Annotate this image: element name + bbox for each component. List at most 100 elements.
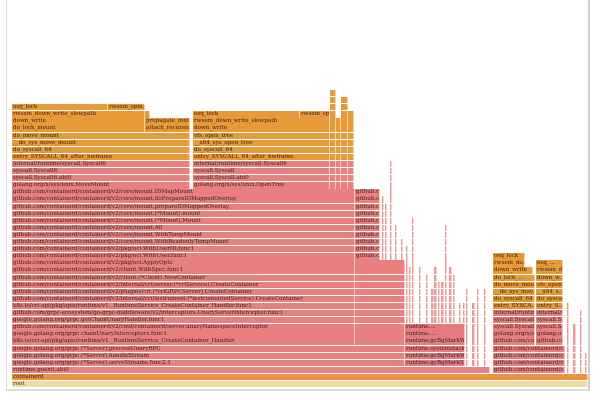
flame-sliver[interactable] [472,317,475,324]
flame-sliver[interactable] [472,310,475,317]
flame-frame[interactable]: runtime.gcBgMarkWo... [405,352,465,359]
flame-frame[interactable]: do_syscall_64 [12,146,190,154]
flame-frame[interactable]: github.co... [355,210,380,217]
flame-sliver[interactable] [412,310,414,317]
flame-sliver[interactable] [409,281,411,288]
flame-frame[interactable]: osq_lock [193,111,300,118]
flame-sliver[interactable] [580,324,582,331]
flame-sliver[interactable] [580,331,582,338]
flame-sliver[interactable] [382,224,384,232]
flame-sliver[interactable] [341,139,348,146]
flame-frame[interactable]: down_w... [536,274,563,281]
flame-sliver[interactable] [426,274,428,281]
flame-frame[interactable] [355,302,405,310]
flame-frame[interactable]: google.golang.org/grpc.(*Server).serveSt… [12,359,405,367]
flame-sliver[interactable] [441,281,444,288]
flame-sliver[interactable] [438,281,440,288]
flame-frame[interactable]: github.com/containerd/containerd/v2/core… [12,217,355,225]
flame-sliver[interactable] [409,267,411,274]
flame-sliver[interactable] [466,352,468,359]
flame-sliver[interactable] [348,175,354,182]
flame-sliver[interactable] [573,359,576,367]
flame-frame[interactable]: syscall.Syscall [193,168,330,175]
flame-sliver[interactable] [330,111,336,118]
flame-sliver[interactable] [419,274,421,281]
flame-sliver[interactable] [477,295,479,303]
flame-sliver[interactable] [390,203,392,210]
flame-sliver[interactable] [348,125,354,132]
flame-sliver[interactable] [412,281,414,288]
flame-sliver[interactable] [449,281,452,288]
flame-sliver[interactable] [441,288,444,296]
flame-frame[interactable]: entry_SYSCA... [493,302,535,310]
flame-sliver[interactable] [336,139,341,146]
flame-sliver[interactable] [336,160,341,168]
flame-sliver[interactable] [477,324,479,331]
flame-sliver[interactable] [453,295,455,303]
flame-sliver[interactable] [330,139,336,146]
flame-sliver[interactable] [348,139,354,146]
flame-sliver[interactable] [472,324,475,331]
flame-sliver[interactable] [484,288,486,296]
flame-sliver[interactable] [445,253,447,260]
flame-frame[interactable]: github.com/containerd/containe... [493,338,535,345]
flame-sliver[interactable] [348,111,354,118]
flame-frame[interactable]: github.co... [355,203,380,210]
flame-sliver[interactable] [573,345,576,352]
flame-sliver[interactable] [426,302,428,310]
flame-sliver[interactable] [466,288,468,296]
flame-frame[interactable]: rwsem_spin... [108,104,145,111]
flame-sliver[interactable] [453,302,455,310]
flame-frame[interactable]: do_syscall_64 [193,146,330,154]
flame-frame[interactable] [355,310,405,317]
flame-sliver[interactable] [445,274,447,281]
flame-frame[interactable]: __do_sys_move_mount [12,139,190,146]
flame-sliver[interactable] [419,288,421,296]
flame-sliver[interactable] [484,317,486,324]
flame-frame[interactable]: github.co... [355,239,380,246]
flame-frame[interactable]: github.co... [355,246,380,253]
flame-frame[interactable]: github.co... [355,189,380,196]
flame-sliver[interactable] [385,203,387,210]
flame-frame[interactable]: github.com/containerd/containerd/v2/pkg/… [12,253,355,260]
flame-frame[interactable]: runtime.systemstack... [405,345,465,352]
flame-sliver[interactable] [445,310,447,317]
flame-sliver[interactable] [382,196,384,203]
flame-frame[interactable] [355,317,405,324]
flame-sliver[interactable] [431,317,434,324]
flame-sliver[interactable] [390,196,392,203]
flame-sliver[interactable] [382,231,384,239]
flame-frame[interactable]: github.com/containerd/containerd/v2/clie… [12,267,355,274]
flame-sliver[interactable] [466,324,468,331]
flame-frame[interactable]: google.golang.org/grpc.(*Server).handleS… [12,352,405,359]
flame-sliver[interactable] [585,366,587,374]
flame-sliver[interactable] [434,295,437,303]
flame-frame[interactable]: runtime.gcBgMarkW... [405,338,465,345]
flame-frame[interactable] [355,288,405,296]
flame-sliver[interactable] [385,253,387,260]
flame-sliver[interactable] [445,281,447,288]
flame-frame[interactable]: github.com/containerd/containerd/v2/inte… [12,281,355,288]
flame-sliver[interactable] [409,288,411,296]
flame-sliver[interactable] [341,118,348,125]
flame-frame[interactable]: propagate_mnt [145,118,190,125]
flame-sliver[interactable] [390,160,392,168]
flame-sliver[interactable] [336,182,341,189]
flame-frame[interactable]: github.com/containerd/containerd/v2/core… [12,224,355,232]
flame-sliver[interactable] [341,97,348,104]
flame-frame[interactable]: github.com/containerd/containe... [493,366,565,374]
flame-sliver[interactable] [412,224,414,232]
flame-frame[interactable]: __do_sys_mov... [493,288,535,296]
flame-sliver[interactable] [477,331,479,338]
flame-frame[interactable]: entry_S... [536,302,563,310]
flame-sliver[interactable] [412,253,414,260]
flame-sliver[interactable] [434,267,437,274]
flame-sliver[interactable] [438,317,440,324]
flame-frame[interactable]: golang.org/x/sys/unix.OpenTree [193,182,330,189]
flame-frame[interactable]: osq_... [536,260,563,267]
flame-sliver[interactable] [406,267,408,274]
flame-sliver[interactable] [434,281,437,288]
flame-sliver[interactable] [330,160,336,168]
flame-frame[interactable]: syscall.Syscall6 [493,317,535,324]
flame-sliver[interactable] [573,324,576,331]
